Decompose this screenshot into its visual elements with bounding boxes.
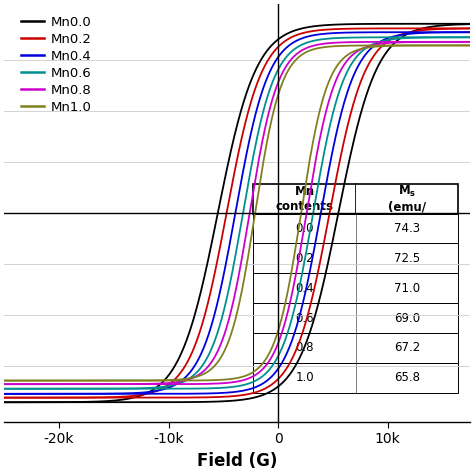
X-axis label: Field (G): Field (G) [197,452,277,470]
Legend: Mn0.0, Mn0.2, Mn0.4, Mn0.6, Mn0.8, Mn1.0: Mn0.0, Mn0.2, Mn0.4, Mn0.6, Mn0.8, Mn1.0 [16,11,97,119]
